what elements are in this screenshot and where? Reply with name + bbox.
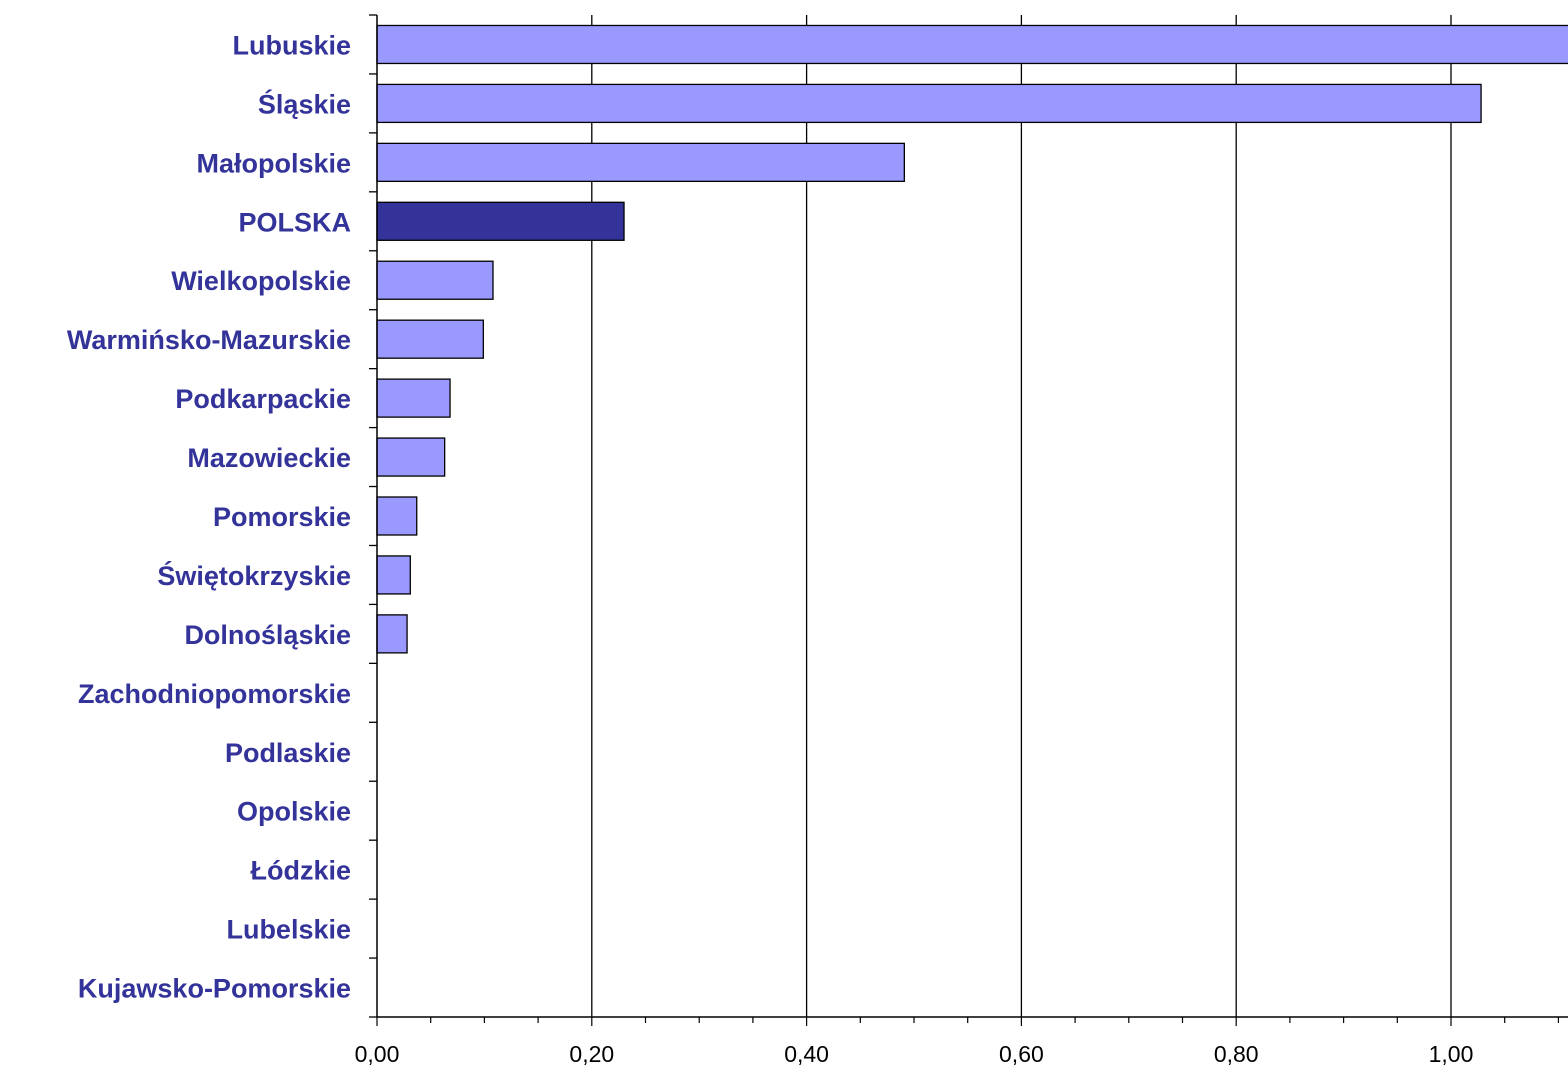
category-label: Wielkopolskie xyxy=(171,266,351,296)
bar-7 xyxy=(376,437,446,477)
x-tick-label: 0,40 xyxy=(784,1041,829,1067)
bar-2 xyxy=(376,142,905,183)
category-label: Pomorskie xyxy=(213,502,351,532)
bar-0 xyxy=(376,24,1568,65)
category-label: Łódzkie xyxy=(250,856,351,886)
x-tick-label: 1,00 xyxy=(1429,1041,1474,1067)
bar-10 xyxy=(376,614,408,654)
category-label: Kujawsko-Pomorskie xyxy=(78,974,351,1004)
bar-3 xyxy=(376,201,625,241)
category-label: Małopolskie xyxy=(196,148,351,178)
category-label: Lubuskie xyxy=(232,30,351,60)
bar-1 xyxy=(376,83,1482,124)
x-tick-label: 0,80 xyxy=(1214,1041,1259,1067)
category-label: POLSKA xyxy=(238,207,351,237)
category-label: Lubelskie xyxy=(226,915,351,945)
bar-6 xyxy=(376,378,451,418)
category-label: Zachodniopomorskie xyxy=(78,679,351,709)
bar-4 xyxy=(376,260,494,300)
category-label: Dolnośląskie xyxy=(184,620,351,650)
bar-5 xyxy=(376,319,484,359)
category-label: Świętokrzyskie xyxy=(157,560,351,591)
category-label: Warmińsko-Mazurskie xyxy=(67,325,351,355)
category-label: Opolskie xyxy=(237,797,351,827)
x-tick-label: 0,00 xyxy=(355,1041,400,1067)
category-label: Śląskie xyxy=(258,88,351,119)
bar-9 xyxy=(376,555,411,595)
category-label: Mazowieckie xyxy=(187,443,351,473)
category-label: Podlaskie xyxy=(225,738,351,768)
category-label: Podkarpackie xyxy=(175,384,351,414)
x-tick-label: 0,60 xyxy=(999,1041,1044,1067)
x-tick-label: 0,20 xyxy=(569,1041,614,1067)
bar-8 xyxy=(376,496,418,536)
